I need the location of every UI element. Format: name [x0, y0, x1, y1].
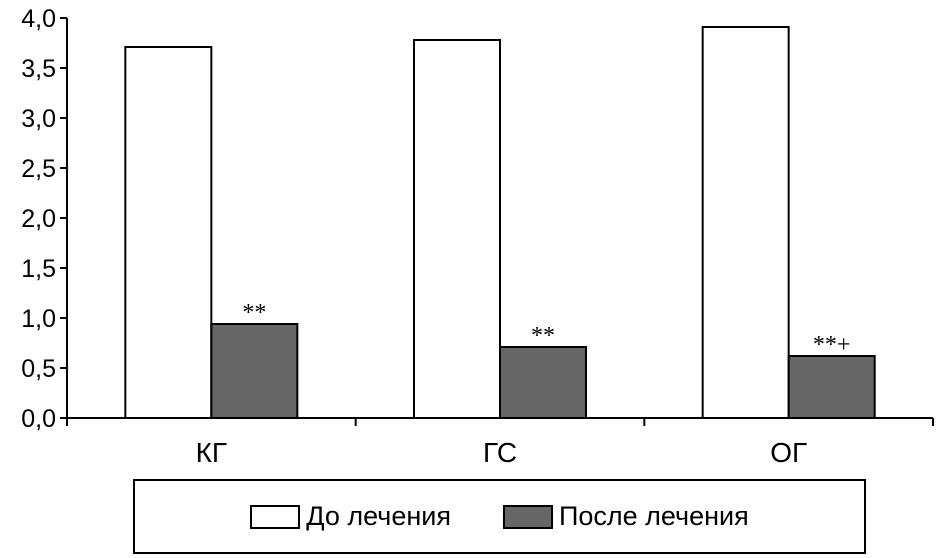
legend-item-after: После лечения	[502, 501, 749, 532]
x-category-label: ОГ	[770, 437, 807, 468]
legend-label-before: До лечения	[306, 501, 451, 531]
bar-before	[701, 26, 790, 419]
bar-after	[499, 346, 587, 419]
y-tick-label: 0,0	[21, 405, 56, 433]
y-tick-label: 1,0	[21, 305, 56, 333]
significance-marker: **	[242, 300, 266, 326]
bar-chart: 0,0 0,5 1,0 1,5 2,0 2,5 3,0 3,5 4,0 ** КГ ** ГС **+ ОГ	[21, 5, 934, 468]
y-tick-label: 3,5	[21, 55, 56, 83]
bar-after	[210, 323, 299, 419]
bar-before	[124, 46, 213, 419]
y-tick-label: 2,0	[21, 205, 56, 233]
x-category-label: КГ	[196, 437, 227, 468]
bar-after	[787, 355, 876, 419]
y-tick-label: 4,0	[21, 5, 56, 33]
y-tick-label: 1,5	[21, 255, 56, 283]
bar-before	[413, 39, 501, 419]
legend-item-before: До лечения	[250, 501, 451, 532]
legend-swatch-before	[250, 504, 301, 529]
significance-marker: **	[531, 323, 555, 349]
y-tick-label: 3,0	[21, 105, 56, 133]
legend-label-after: После лечения	[558, 501, 749, 531]
x-category-label: ГС	[483, 437, 517, 468]
legend: До лечения После лечения	[133, 479, 866, 554]
legend-swatch-after	[502, 504, 553, 529]
y-tick-label: 2,5	[21, 155, 56, 183]
significance-marker: **+	[813, 332, 851, 358]
y-tick-label: 0,5	[21, 355, 56, 383]
